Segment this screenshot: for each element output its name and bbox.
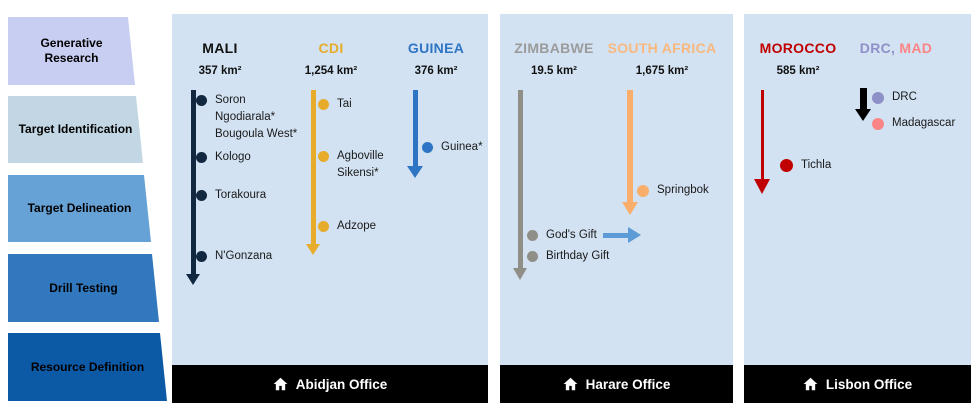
project-item-tai: Tai [318, 96, 352, 113]
panel-lisbon: MOROCCO 585 km² DRC, MAD Tichla DRC Mada… [744, 14, 971, 403]
funnel-stage-label: Drill Testing [49, 280, 118, 295]
project-item-agboville: Agboville Sikensi* [318, 148, 384, 182]
office-label: Lisbon Office [825, 376, 913, 392]
bullet-icon [318, 221, 329, 232]
project-item-guinea: Guinea* [422, 139, 483, 156]
funnel-stage-drill-testing: Drill Testing [8, 254, 159, 322]
office-bar-harare: Harare Office [500, 365, 733, 403]
project-label: DRC [892, 91, 917, 103]
zimbabwe-down-arrow-icon [513, 90, 527, 280]
bullet-icon [527, 230, 538, 241]
project-item-springbok: Springbok [637, 182, 709, 199]
mali-down-arrow-icon [186, 90, 200, 285]
funnel-stage-resource-definition: Resource Definition [8, 333, 167, 401]
funnel-stage-target-identification: Target Identification [8, 96, 143, 163]
south-africa-down-arrow-icon [622, 90, 638, 215]
country-label-south-africa: SOUTH AFRICA [607, 40, 717, 56]
home-icon [273, 377, 288, 391]
bullet-icon [196, 251, 207, 262]
bullet-icon [637, 185, 649, 197]
bullet-icon [872, 118, 884, 130]
project-item-birthday-gift: Birthday Gift [527, 248, 609, 265]
funnel-stage-label: Generative Research [40, 36, 103, 65]
bullet-icon [196, 152, 207, 163]
panel-harare: ZIMBABWE 19.5 km² SOUTH AFRICA 1,675 km²… [500, 14, 733, 403]
project-label: Adzope [337, 220, 377, 232]
bullet-icon [196, 95, 207, 106]
bullet-icon [196, 190, 207, 201]
guinea-down-arrow-icon [407, 90, 423, 178]
project-item-soron: Soron Ngodiarala* Bougoula West* [196, 92, 297, 143]
office-label: Abidjan Office [295, 376, 388, 392]
project-item-ngonzana: N'Gonzana [196, 248, 272, 265]
project-label: Springbok [657, 184, 709, 196]
funnel-stage-label: Resource Definition [30, 359, 145, 374]
country-label-drc: DRC [859, 40, 892, 56]
project-label: Tai [337, 98, 352, 110]
morocco-down-arrow-icon [754, 90, 770, 194]
drc-mad-down-arrow-icon [855, 88, 871, 121]
country-label-cdi: CDI [318, 40, 344, 56]
country-area-guinea: 376 km² [414, 65, 458, 77]
bullet-icon [872, 92, 884, 104]
project-label: God's Gift [546, 229, 597, 241]
country-label-comma: , [891, 40, 900, 56]
project-label: Birthday Gift [546, 250, 610, 262]
office-bar-abidjan: Abidjan Office [172, 365, 488, 403]
gods-gift-right-arrow-icon [603, 227, 641, 243]
project-label: Torakoura [215, 189, 267, 201]
funnel-stage-target-delineation: Target Delineation [8, 175, 151, 242]
country-area-south-africa: 1,675 km² [635, 65, 689, 77]
project-label: Agboville Sikensi* [337, 150, 384, 179]
project-label: N'Gonzana [215, 250, 273, 262]
funnel-stage-label: Target Identification [18, 122, 133, 136]
country-area-zimbabwe: 19.5 km² [530, 65, 578, 77]
project-item-drc: DRC [872, 89, 917, 106]
country-label-morocco: MOROCCO [759, 40, 837, 56]
project-item-kologo: Kologo [196, 149, 251, 166]
panel-abidjan: MALI 357 km² CDI 1,254 km² GUINEA 376 km… [172, 14, 488, 403]
project-item-adzope: Adzope [318, 218, 376, 235]
home-icon [563, 377, 577, 391]
office-label: Harare Office [585, 376, 671, 392]
project-item-torakoura: Torakoura [196, 187, 266, 204]
bullet-icon [318, 151, 329, 162]
office-bar-lisbon: Lisbon Office [744, 365, 971, 403]
project-label: Kologo [215, 151, 251, 163]
country-area-cdi: 1,254 km² [304, 65, 358, 77]
project-item-gods-gift: God's Gift [527, 227, 597, 244]
project-label: Madagascar [892, 117, 956, 129]
country-area-morocco: 585 km² [776, 65, 820, 77]
funnel-stage-label: Target Delineation [27, 201, 132, 215]
country-label-zimbabwe: ZIMBABWE [514, 40, 594, 56]
project-item-tichla: Tichla [780, 157, 831, 174]
cdi-down-arrow-icon [306, 90, 320, 255]
country-label-drc-mad: DRC, MAD [860, 40, 932, 56]
project-label: Tichla [801, 159, 832, 171]
project-item-madagascar: Madagascar [872, 115, 955, 132]
country-label-guinea: GUINEA [407, 40, 465, 56]
country-label-mali: MALI [202, 40, 238, 56]
project-label: Soron Ngodiarala* Bougoula West* [215, 94, 298, 140]
country-area-mali: 357 km² [198, 65, 242, 77]
country-label-mad: MAD [899, 40, 933, 56]
project-label: Guinea* [441, 141, 483, 153]
funnel-stage-generative-research: Generative Research [8, 17, 135, 85]
bullet-icon [780, 159, 793, 172]
bullet-icon [318, 99, 329, 110]
home-icon [803, 377, 818, 391]
bullet-icon [527, 251, 538, 262]
bullet-icon [422, 142, 433, 153]
